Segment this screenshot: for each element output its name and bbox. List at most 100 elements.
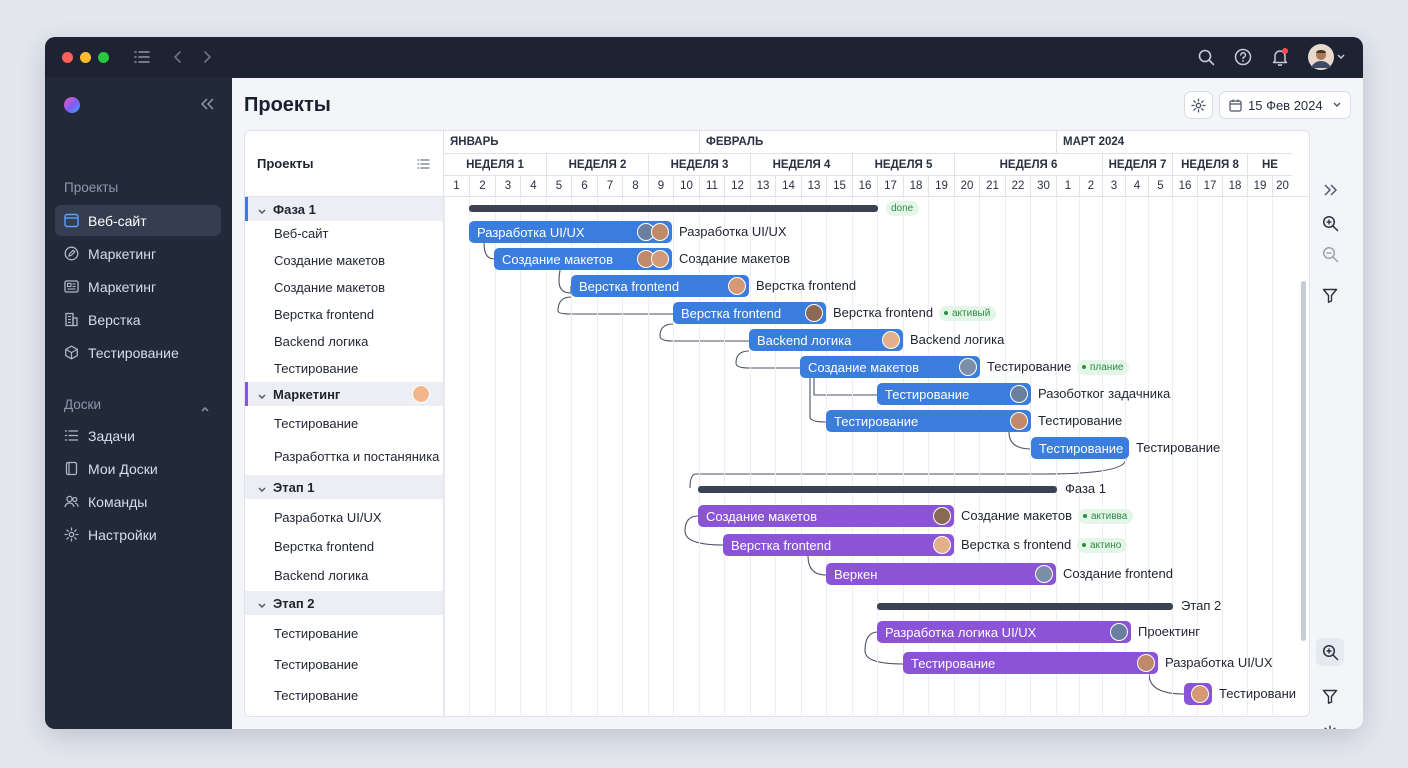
task-bar[interactable]: Создание макетов (800, 356, 980, 378)
help-icon[interactable] (1232, 46, 1254, 68)
sidebar-item-testing[interactable]: Тестирование (55, 337, 221, 368)
task-row[interactable]: Backend логика (245, 561, 443, 590)
day-header: 1 (1056, 175, 1079, 196)
avatar[interactable] (1307, 43, 1335, 71)
chevron-down-icon[interactable] (257, 598, 267, 613)
task-bar[interactable]: Разработка логика UI/UX (877, 621, 1131, 643)
day-header: 16 (852, 175, 877, 196)
assignee-avatars (1010, 385, 1028, 403)
day-header: 6 (571, 175, 597, 196)
chevrons-right-icon[interactable] (1316, 176, 1344, 204)
day-header: 13 (801, 175, 826, 196)
sidebar-item-website[interactable]: Веб-сайт (55, 205, 221, 236)
task-row[interactable]: Тестирование (245, 618, 443, 649)
filter-icon[interactable] (1316, 682, 1344, 710)
phase-label: Фаза 1 (1065, 481, 1106, 496)
grid-line (571, 196, 572, 716)
sidebar-item-teams[interactable]: Команды (55, 486, 221, 517)
vertical-scrollbar[interactable] (1301, 281, 1306, 641)
avatar (933, 507, 951, 525)
avatar (1035, 565, 1053, 583)
task-bar[interactable]: Веркен (826, 563, 1056, 585)
phase-summary-bar[interactable] (877, 603, 1173, 610)
grid-line (928, 196, 929, 716)
gear-icon[interactable] (1316, 719, 1344, 729)
task-bar[interactable]: Верстка frontend (673, 302, 826, 324)
sidebar-item-marketing-2[interactable]: Маркетинг (55, 271, 221, 302)
task-bar[interactable]: Тестирование (903, 652, 1158, 674)
task-bar[interactable]: Тестирование (877, 383, 1031, 405)
collapse-sidebar-icon[interactable] (200, 97, 215, 115)
phase-summary-bar[interactable] (698, 486, 1057, 493)
task-row[interactable]: Верстка frontend (245, 532, 443, 561)
chevron-down-icon[interactable] (257, 389, 267, 404)
back-arrow-icon[interactable] (167, 46, 189, 68)
zoom-out-icon[interactable] (1316, 240, 1344, 268)
row-label: Тестирование (274, 626, 359, 641)
task-row[interactable]: Тестирование (245, 649, 443, 680)
task-bar[interactable]: Верстка frontend (723, 534, 954, 556)
task-bar[interactable]: Тестирование (1031, 437, 1129, 459)
group-row[interactable]: Фаза 1 (245, 197, 443, 221)
task-row[interactable]: Тестирование (245, 409, 443, 437)
chevron-down-icon[interactable] (257, 204, 267, 219)
grid-line (1005, 196, 1006, 716)
row-label: Этап 1 (273, 479, 315, 495)
group-color-marker (245, 382, 248, 406)
dependency-connector (1008, 431, 1032, 450)
day-header: 19 (1247, 175, 1272, 196)
row-label: Создание макетов (274, 280, 385, 295)
zoom-in-icon[interactable] (1316, 638, 1344, 666)
week-header: НЕДЕЛЯ 8 (1172, 153, 1247, 175)
settings-button[interactable] (1184, 91, 1213, 119)
task-row[interactable]: Backend логика (245, 328, 443, 355)
sidebar-item-tasks[interactable]: Задачи (55, 420, 221, 451)
group-row[interactable]: Этап 1 (245, 475, 443, 499)
sidebar-item-layout[interactable]: Верстка (55, 304, 221, 335)
task-row[interactable]: Создание макетов (245, 247, 443, 274)
sidebar-item-my-boards[interactable]: Мои Доски (55, 453, 221, 484)
search-icon[interactable] (1195, 46, 1217, 68)
task-row[interactable]: Создание макетов (245, 274, 443, 301)
newspaper-icon (64, 280, 79, 293)
forward-arrow-icon[interactable] (196, 46, 218, 68)
task-bar[interactable]: Backend логика (749, 329, 903, 351)
group-row[interactable]: Этап 2 (245, 591, 443, 615)
group-row[interactable]: Маркетинг (245, 382, 443, 406)
filter-icon[interactable] (1316, 281, 1344, 309)
sidebar-section-projects: Проекты (64, 180, 119, 195)
close-window-button[interactable] (62, 52, 73, 63)
row-label: Тестирование (274, 415, 359, 431)
task-bar[interactable]: Создание макетов (494, 248, 672, 270)
task-row[interactable]: Разработтка и постаняника (245, 437, 443, 475)
task-row[interactable]: Разработка UI/UX (245, 503, 443, 532)
chevron-up-icon[interactable] (200, 400, 210, 418)
task-row[interactable]: Тестирование (245, 355, 443, 382)
day-header: 2 (469, 175, 495, 196)
sidebar-item-marketing[interactable]: Маркетинг (55, 238, 221, 269)
task-bar[interactable]: Создание макетов (698, 505, 954, 527)
day-header: 18 (903, 175, 928, 196)
phase-summary-bar[interactable] (469, 205, 878, 212)
sidebar-item-settings[interactable]: Настройки (55, 519, 221, 550)
task-bar[interactable]: Верстка frontend (571, 275, 749, 297)
task-bar[interactable]: Разработка UI/UX (469, 221, 672, 243)
chevron-down-icon[interactable] (257, 482, 267, 497)
day-header: 11 (699, 175, 724, 196)
maximize-window-button[interactable] (98, 52, 109, 63)
task-bar[interactable]: Тестирование (826, 410, 1031, 432)
bell-icon[interactable] (1269, 46, 1291, 68)
minimize-window-button[interactable] (80, 52, 91, 63)
task-row[interactable]: Веб-сайт (245, 220, 443, 247)
task-row[interactable]: Верстка frontend (245, 301, 443, 328)
zoom-in-icon[interactable] (1316, 209, 1344, 237)
list-icon[interactable] (131, 46, 153, 68)
date-picker[interactable]: 15 Фев 2024 (1219, 91, 1351, 119)
task-row[interactable]: Тестирование (245, 680, 443, 711)
status-badge: done (886, 201, 920, 216)
grid-line (1030, 196, 1031, 716)
task-bar[interactable] (1184, 683, 1212, 705)
chevron-down-icon[interactable] (1334, 46, 1348, 68)
avatar (412, 385, 430, 403)
list-icon[interactable] (417, 157, 430, 175)
